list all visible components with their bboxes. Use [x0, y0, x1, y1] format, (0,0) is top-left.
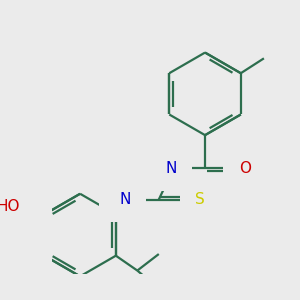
Text: N: N: [166, 161, 177, 176]
Text: S: S: [195, 192, 205, 207]
Text: N: N: [119, 192, 130, 207]
Text: HO: HO: [0, 199, 20, 214]
Text: H: H: [112, 191, 122, 204]
Text: H: H: [159, 160, 169, 173]
Text: O: O: [239, 161, 251, 176]
